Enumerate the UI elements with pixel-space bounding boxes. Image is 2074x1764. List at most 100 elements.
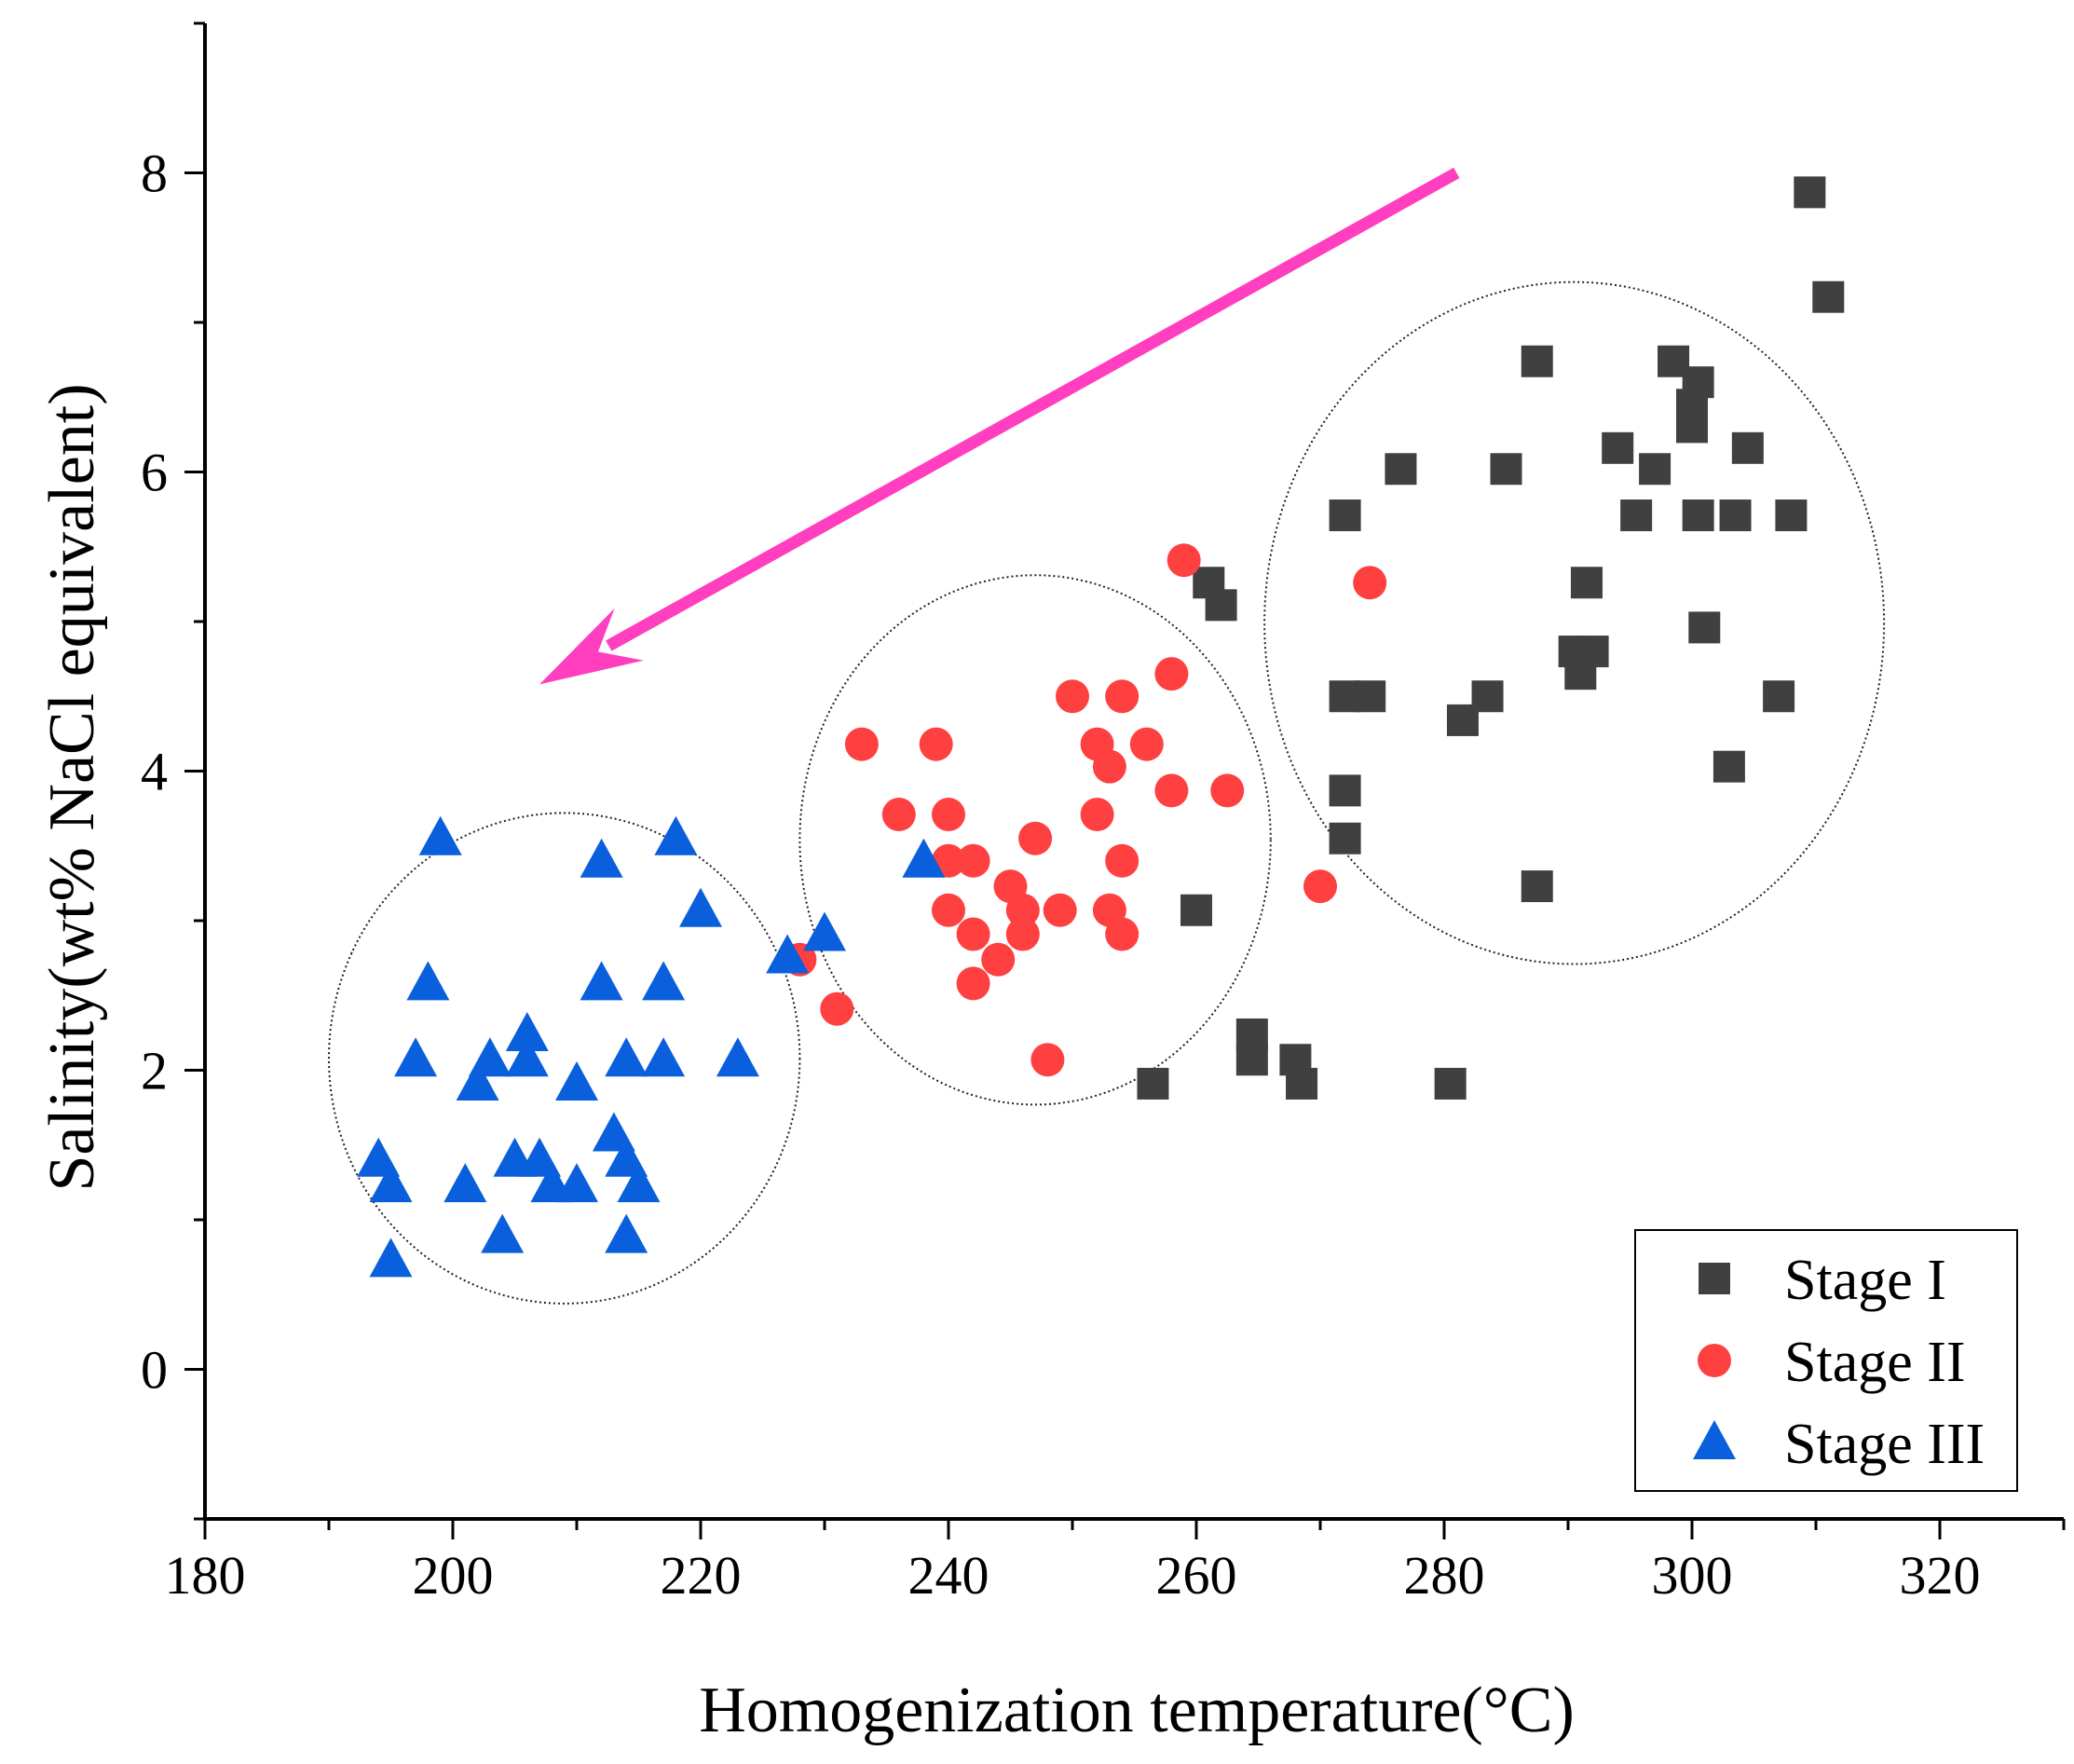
legend: Stage I Stage II Stage III <box>1634 1229 2018 1492</box>
axes: 180 200 220 240 260 280 300 320 0 2 4 6 8 <box>141 21 2066 1606</box>
annotation-layer <box>328 167 1886 1305</box>
data-point-circle <box>1005 917 1040 951</box>
data-point-circle <box>1105 917 1139 951</box>
data-point-square <box>1235 1044 1268 1076</box>
cluster-ellipse-2 <box>1263 280 1886 965</box>
data-point-triangle <box>642 1037 686 1077</box>
data-point-circle <box>1056 679 1089 714</box>
data-point-square <box>1812 280 1845 313</box>
data-point-triangle <box>716 1037 759 1077</box>
data-point-square <box>1794 176 1826 209</box>
data-point-square <box>1712 750 1745 783</box>
data-point-circle <box>1043 893 1077 927</box>
data-point-triangle <box>803 911 846 951</box>
data-point-triangle <box>642 961 686 1001</box>
series-stage-3 <box>357 815 946 1278</box>
data-point-square <box>1180 894 1212 926</box>
series-stage-2 <box>783 543 1387 1077</box>
data-point-triangle <box>555 1060 598 1101</box>
legend-marker-square <box>1699 1263 1730 1294</box>
y-tick-label: 0 <box>141 1340 168 1401</box>
data-point-triangle <box>369 1163 413 1203</box>
legend-label: Stage I <box>1784 1249 1946 1312</box>
data-point-square <box>1434 1067 1467 1100</box>
x-axis-title: Homogenization temperature(°C) <box>699 1675 1575 1746</box>
data-point-circle <box>844 727 879 761</box>
data-point-square <box>1329 822 1361 855</box>
x-tick-label: 260 <box>1156 1545 1237 1606</box>
cluster-ellipse-1 <box>798 574 1272 1106</box>
data-point-square <box>1205 589 1237 622</box>
data-point-triangle <box>369 1238 413 1278</box>
data-point-circle <box>1018 821 1053 855</box>
data-point-square <box>1775 499 1808 532</box>
data-point-square <box>1682 499 1714 532</box>
data-point-triangle <box>580 838 623 878</box>
data-point-triangle <box>505 1037 549 1077</box>
data-point-square <box>1731 431 1764 464</box>
data-point-circle <box>956 843 990 878</box>
data-point-triangle <box>617 1163 661 1203</box>
data-point-triangle <box>605 1037 648 1077</box>
data-point-circle <box>932 893 965 927</box>
y-tick-label: 8 <box>141 144 168 204</box>
data-point-square <box>1639 453 1671 485</box>
data-point-circle <box>981 942 1016 977</box>
legend-label: Stage III <box>1784 1413 1985 1476</box>
data-point-square <box>1719 499 1752 532</box>
data-point-circle <box>956 917 990 951</box>
data-point-circle <box>1129 727 1164 761</box>
data-point-square <box>1620 499 1653 532</box>
data-point-square <box>1286 1067 1318 1100</box>
data-point-square <box>1521 345 1553 377</box>
data-point-circle <box>1353 566 1387 600</box>
data-point-square <box>1446 704 1479 736</box>
data-point-triangle <box>555 1163 598 1203</box>
data-point-circle <box>932 798 965 832</box>
y-tick-label: 6 <box>141 443 168 503</box>
data-point-square <box>1570 567 1603 599</box>
data-point-square <box>1137 1067 1169 1100</box>
data-point-circle <box>1105 679 1139 714</box>
y-tick-label: 4 <box>141 742 168 802</box>
data-point-circle <box>881 798 916 832</box>
y-axis-title: Salinity(wt% NaCl equivalent) <box>36 383 108 1191</box>
data-point-circle <box>956 966 990 1001</box>
data-point-circle <box>1092 749 1126 784</box>
x-tick-label: 300 <box>1652 1545 1733 1606</box>
data-point-circle <box>1154 657 1189 691</box>
data-point-square <box>1490 453 1522 485</box>
legend-label: Stage II <box>1784 1331 1966 1394</box>
data-point-circle <box>1154 773 1189 808</box>
x-tick-label: 280 <box>1404 1545 1485 1606</box>
data-point-triangle <box>456 1060 499 1101</box>
data-point-square <box>1564 658 1597 691</box>
data-point-circle <box>1303 869 1337 904</box>
data-point-square <box>1688 611 1721 644</box>
x-tick-label: 180 <box>165 1545 246 1606</box>
data-point-circle <box>1210 773 1245 808</box>
data-point-circle <box>919 727 953 761</box>
data-point-triangle <box>394 1037 438 1077</box>
series-stage-1 <box>1137 176 1845 1100</box>
data-point-triangle <box>902 838 946 878</box>
legend-marker-triangle <box>1693 1420 1736 1459</box>
data-point-triangle <box>505 1011 549 1051</box>
data-point-square <box>1602 431 1634 464</box>
data-point-square <box>1329 499 1361 532</box>
data-point-triangle <box>679 887 722 927</box>
trend-arrow-head <box>539 608 644 685</box>
trend-arrow-shaft <box>606 167 1460 651</box>
x-tick-label: 200 <box>413 1545 494 1606</box>
data-point-square <box>1329 774 1361 807</box>
x-tick-label: 320 <box>1900 1545 1981 1606</box>
data-points <box>357 176 1845 1278</box>
data-point-circle <box>1005 893 1040 927</box>
data-point-circle <box>820 991 854 1026</box>
data-point-circle <box>1030 1043 1065 1077</box>
data-point-square <box>1354 680 1386 713</box>
data-point-square <box>1763 680 1795 713</box>
data-point-triangle <box>418 815 462 855</box>
data-point-square <box>1521 870 1553 903</box>
